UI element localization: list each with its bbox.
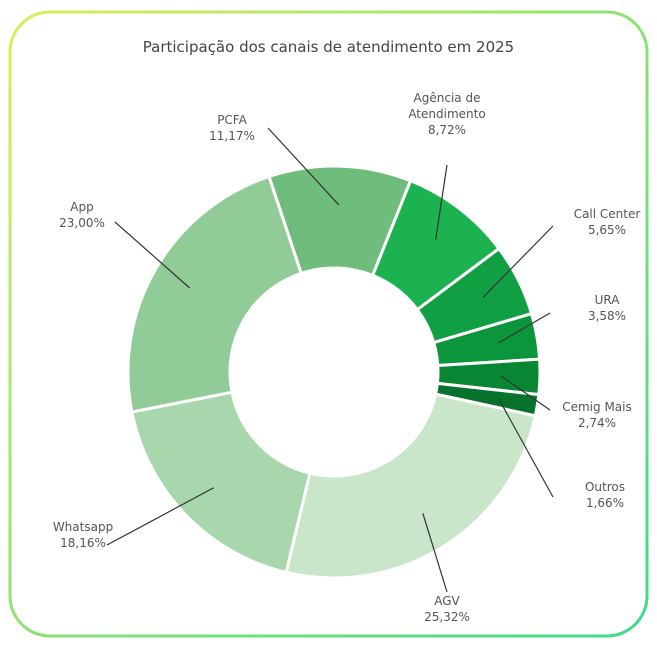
slice-value: 8,72% xyxy=(427,123,467,137)
leader-line xyxy=(106,487,214,546)
leader-line xyxy=(500,375,551,411)
slice-name: Whatsapp xyxy=(52,520,114,534)
donut-slice xyxy=(126,174,304,414)
leader-line xyxy=(422,513,448,593)
slice-value: 3,58% xyxy=(587,309,627,323)
slice-value: 23,00% xyxy=(59,216,105,230)
slice-name: PCFA xyxy=(217,113,247,127)
leader-line xyxy=(435,164,448,240)
leader-line xyxy=(114,221,191,289)
slice-value: 2,74% xyxy=(577,416,617,430)
leader-line xyxy=(498,312,551,344)
slice-name: App xyxy=(70,200,94,214)
slice-value: 1,66% xyxy=(585,496,625,510)
slice-value: 11,17% xyxy=(209,129,255,143)
slice-name: Agência de Atendimento xyxy=(408,91,486,121)
chart-title: Participação dos canais de atendimento e… xyxy=(142,38,515,56)
slice-name: Outros xyxy=(584,480,626,494)
slice-value: 25,32% xyxy=(424,610,470,624)
slice-value: 18,16% xyxy=(60,536,106,550)
leader-line xyxy=(267,127,340,206)
leader-line xyxy=(498,398,554,498)
donut-slice xyxy=(130,390,312,575)
slice-name: AGV xyxy=(434,594,460,608)
slice-name: Call Center xyxy=(573,207,641,221)
leader-line xyxy=(482,225,554,298)
slice-value: 5,65% xyxy=(587,223,627,237)
slice-name: URA xyxy=(594,293,620,307)
donut-slice xyxy=(284,392,538,580)
slice-name: Cemig Mais xyxy=(562,400,632,414)
